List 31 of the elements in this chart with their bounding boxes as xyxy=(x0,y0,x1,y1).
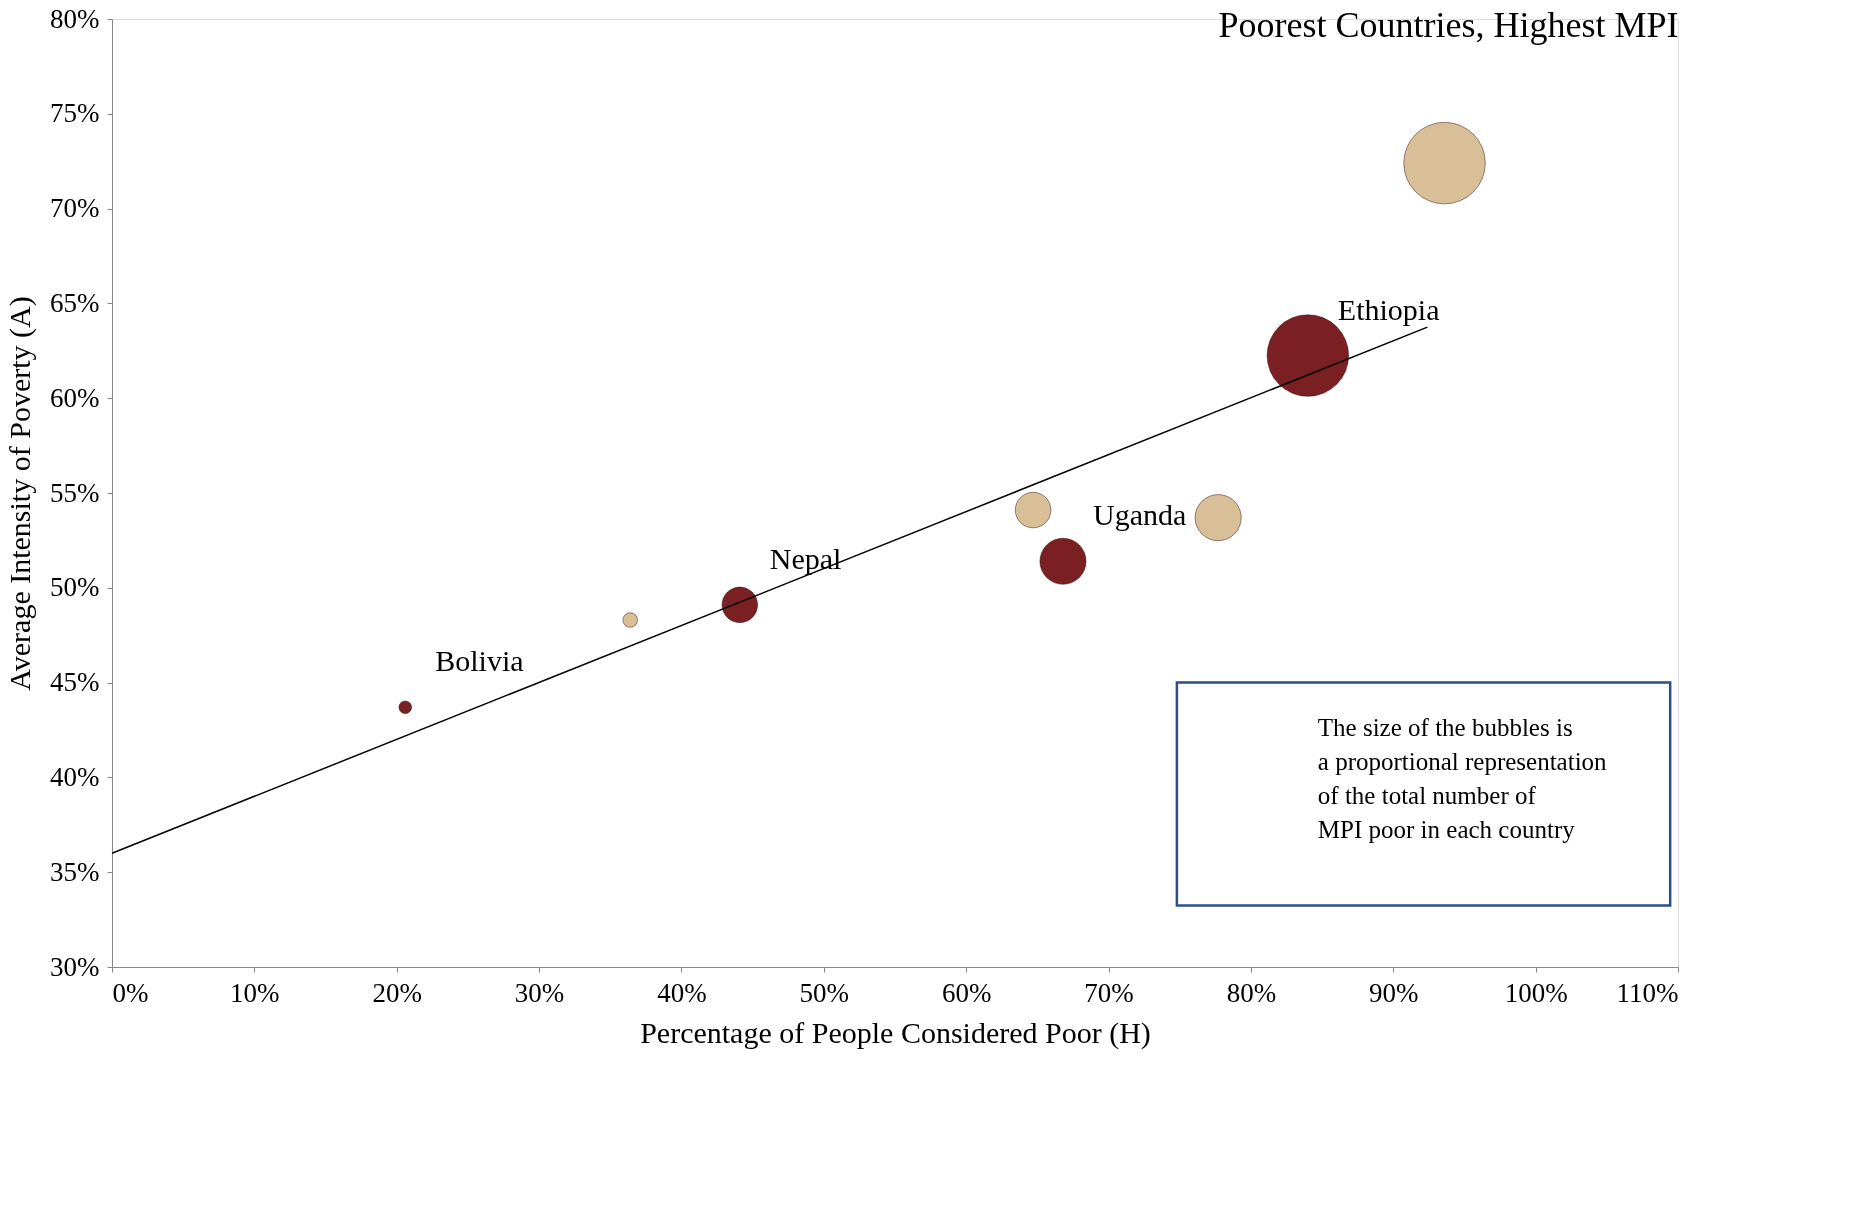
y-tick-label: 30% xyxy=(50,951,100,982)
x-axis-title: Percentage of People Considered Poor (H) xyxy=(640,1015,1151,1050)
y-tick-label: 70% xyxy=(50,193,100,224)
x-tick-label: 90% xyxy=(1369,977,1419,1008)
y-tick-label: 65% xyxy=(50,287,100,318)
y-tick-label: 50% xyxy=(50,572,100,603)
y-tick-label: 60% xyxy=(50,382,100,413)
y-tick-label: 80% xyxy=(50,3,100,34)
x-tick-label: 60% xyxy=(941,977,992,1008)
annotation: The size of the bubbles is a proportional representation of the total number of MPI poor in each country xyxy=(1317,713,1608,843)
y-tick-label: 55% xyxy=(50,477,100,508)
annotation: Uganda xyxy=(1092,498,1187,532)
x-tick-label: 20% xyxy=(372,977,422,1008)
x-tick-label: 110% xyxy=(1616,977,1679,1008)
x-tick-label: 100% xyxy=(1504,977,1568,1008)
y-tick-label: 45% xyxy=(50,667,100,698)
x-tick-label: 10% xyxy=(230,977,280,1008)
x-tick-label: 50% xyxy=(799,977,850,1008)
x-tick-label: 40% xyxy=(657,977,707,1008)
y-tick-label: 75% xyxy=(50,98,100,129)
x-tick-label: 30% xyxy=(514,977,565,1008)
y-axis-title: Average Intensity of Poverty (A) xyxy=(3,296,38,691)
x-tick-label: 0% xyxy=(112,977,149,1008)
x-tick-label: 80% xyxy=(1226,977,1277,1008)
y-tick-label: 35% xyxy=(50,856,100,887)
annotation: Nepal xyxy=(769,541,842,575)
chart-title: Poorest Countries, Highest MPI xyxy=(1218,5,1679,45)
y-tick-label: 40% xyxy=(50,761,100,792)
annotation: Bolivia xyxy=(435,644,524,678)
x-tick-label: 70% xyxy=(1084,977,1134,1008)
annotation: Ethiopia xyxy=(1337,292,1440,326)
